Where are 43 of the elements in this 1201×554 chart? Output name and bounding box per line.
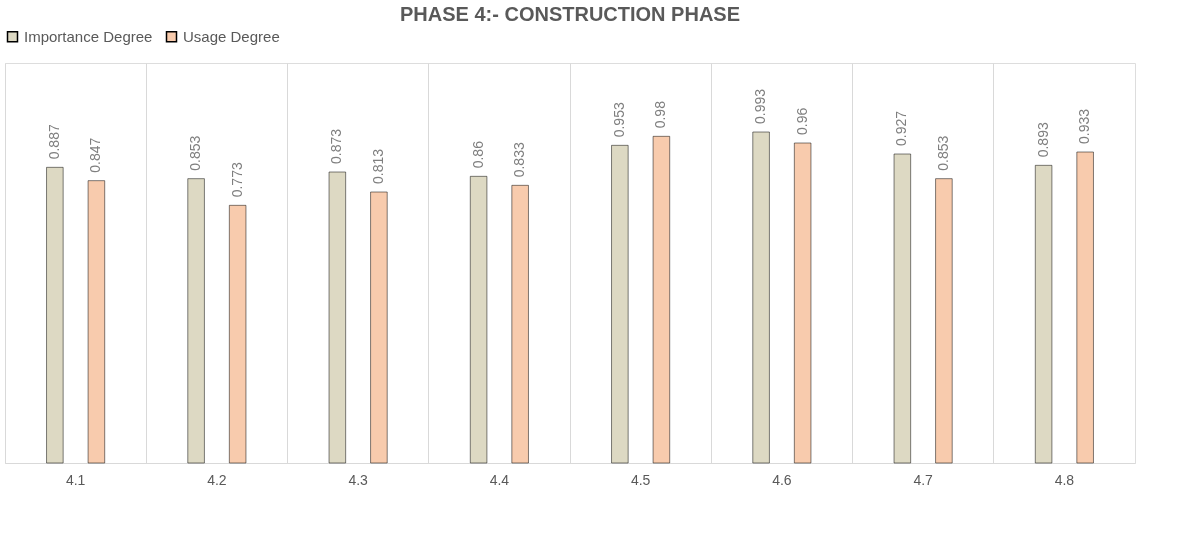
data-label: 0.833 (511, 142, 528, 178)
bar (611, 145, 629, 464)
data-label: 0.953 (610, 102, 627, 138)
data-label: 0.86 (469, 140, 486, 169)
data-label: 0.853 (934, 135, 951, 171)
x-tick-label: 4.4 (489, 471, 510, 488)
bar (652, 136, 670, 464)
x-tick-label: 4.3 (348, 471, 369, 488)
bar (1076, 151, 1094, 464)
legend-label: Importance Degree (24, 27, 153, 45)
bar (370, 191, 388, 464)
data-label: 0.887 (45, 124, 62, 160)
data-label: 0.893 (1034, 122, 1051, 158)
x-tick-label: 4.1 (65, 471, 86, 488)
bar (87, 180, 105, 464)
x-tick-label: 4.5 (630, 471, 651, 488)
bar (935, 178, 953, 464)
bar (893, 153, 911, 464)
data-label: 0.813 (369, 148, 386, 184)
data-label: 0.98 (652, 100, 669, 129)
legend-label: Usage Degree (183, 27, 280, 45)
bar (511, 185, 529, 464)
bar (229, 205, 247, 464)
bar (46, 167, 64, 464)
data-label: 0.873 (328, 128, 345, 164)
chart-title: PHASE 4:- CONSTRUCTION PHASE (399, 3, 741, 25)
bar (1035, 165, 1053, 464)
x-tick-label: 4.8 (1054, 471, 1075, 488)
bar (187, 178, 205, 464)
x-tick-label: 4.7 (913, 471, 934, 488)
bar (470, 176, 488, 464)
x-tick-label: 4.6 (772, 471, 792, 488)
data-label: 0.993 (752, 88, 769, 124)
x-tick-label: 4.2 (207, 471, 227, 488)
data-label: 0.853 (187, 135, 204, 171)
data-label: 0.96 (793, 107, 810, 135)
bar (794, 142, 812, 464)
data-label: 0.847 (87, 137, 104, 173)
bar (752, 131, 770, 464)
bar (328, 171, 346, 464)
data-label: 0.927 (893, 110, 910, 146)
data-label: 0.933 (1076, 108, 1093, 144)
data-label: 0.773 (228, 162, 245, 198)
